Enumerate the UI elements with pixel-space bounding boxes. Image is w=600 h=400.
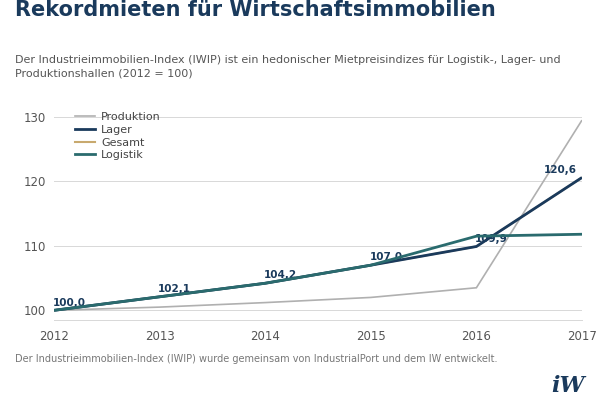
Text: Der Industrieimmobilien-Index (IWIP) wurde gemeinsam von IndustrialPort und dem : Der Industrieimmobilien-Index (IWIP) wur…	[15, 354, 497, 364]
Text: 109,9: 109,9	[475, 234, 508, 244]
Text: iW: iW	[551, 375, 585, 397]
Text: 104,2: 104,2	[264, 270, 297, 280]
Text: Rekordmieten für Wirtschaftsimmobilien: Rekordmieten für Wirtschaftsimmobilien	[15, 0, 496, 20]
Text: 107,0: 107,0	[370, 252, 403, 262]
Legend: Produktion, Lager, Gesamt, Logistik: Produktion, Lager, Gesamt, Logistik	[76, 112, 161, 160]
Text: 102,1: 102,1	[158, 284, 191, 294]
Text: Der Industrieimmobilien-Index (IWIP) ist ein hedonischer Mietpreisindizes für Lo: Der Industrieimmobilien-Index (IWIP) ist…	[15, 55, 560, 78]
Text: 100,0: 100,0	[53, 298, 86, 308]
Text: 120,6: 120,6	[544, 165, 577, 175]
